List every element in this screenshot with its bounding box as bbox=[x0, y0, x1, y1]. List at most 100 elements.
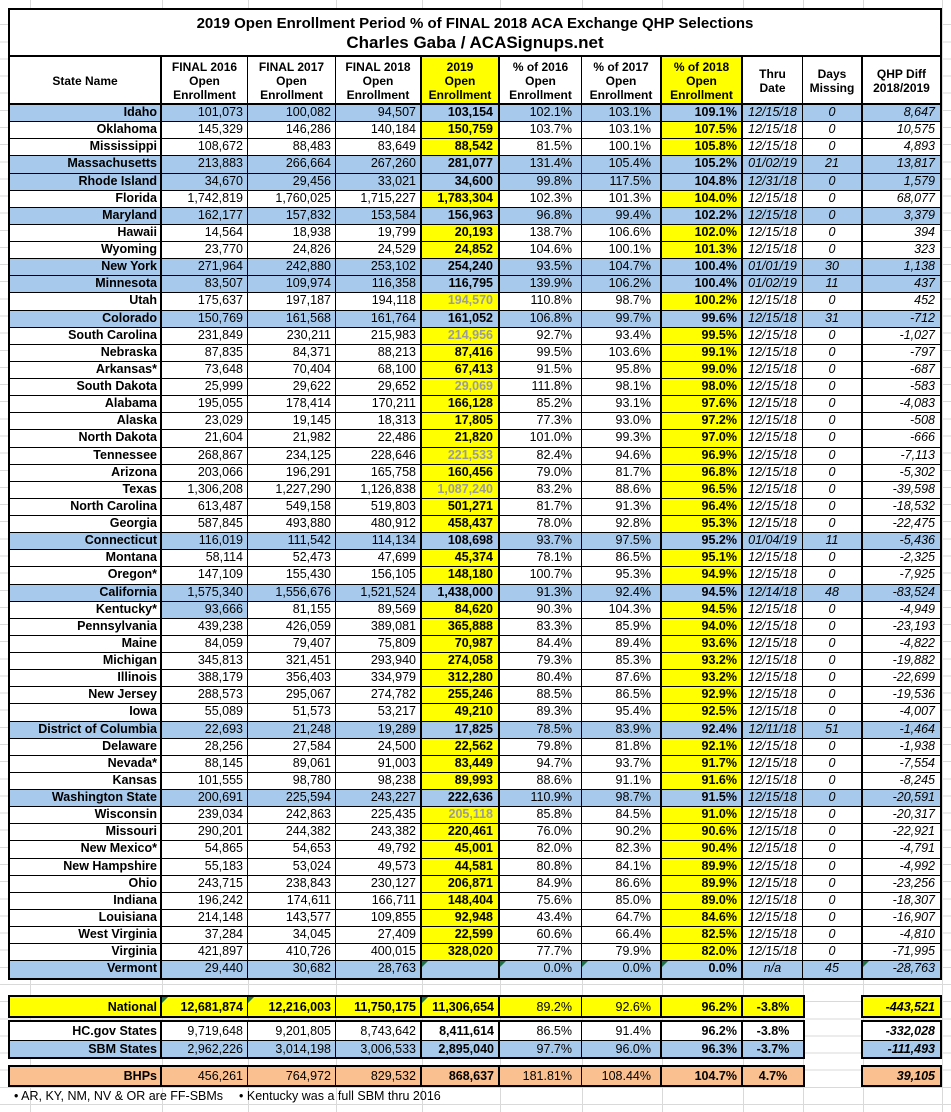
cell-pct-2017[interactable]: 64.7% bbox=[582, 909, 662, 927]
cell-final-2018[interactable]: 91,003 bbox=[336, 755, 422, 773]
cell-final-2018[interactable]: 49,573 bbox=[336, 858, 422, 876]
cell-days-missing[interactable]: 45 bbox=[803, 961, 863, 979]
cell-thru-date[interactable]: 12/15/18 bbox=[743, 618, 803, 636]
cell-days-missing[interactable]: 0 bbox=[803, 738, 863, 756]
cell-qhp-diff[interactable]: 452 bbox=[863, 293, 940, 311]
cell-pct-2018[interactable]: 98.0% bbox=[662, 379, 743, 397]
cell-thru-date[interactable]: n/a bbox=[743, 961, 803, 979]
cell-qhp-diff[interactable]: -5,436 bbox=[863, 533, 940, 551]
cell-final-2016[interactable]: 23,770 bbox=[162, 242, 248, 260]
cell-final-2018[interactable]: 83,649 bbox=[336, 139, 422, 157]
cell-final-2017[interactable]: 34,045 bbox=[248, 927, 336, 945]
cell-qhp-diff[interactable]: -71,995 bbox=[863, 944, 940, 962]
cell-days-missing[interactable]: 0 bbox=[803, 807, 863, 825]
cell-2019-enrollment[interactable]: 220,461 bbox=[422, 824, 500, 842]
cell-state-name[interactable]: Kentucky* bbox=[10, 601, 162, 619]
cell-pct-2018[interactable]: 89.0% bbox=[662, 892, 743, 910]
cell-days-missing[interactable]: 0 bbox=[803, 379, 863, 397]
cell-pct-2016[interactable]: 102.3% bbox=[500, 190, 582, 208]
cell-qhp-diff[interactable]: -22,921 bbox=[863, 824, 940, 842]
cell-pct-2017[interactable]: 104.3% bbox=[582, 601, 662, 619]
cell-state-name[interactable]: Hawaii bbox=[10, 224, 162, 242]
cell-days-missing[interactable]: 0 bbox=[803, 293, 863, 311]
cell-thru-date[interactable]: 12/15/18 bbox=[743, 909, 803, 927]
cell-final-2016[interactable]: 456,261 bbox=[162, 1067, 248, 1085]
cell-qhp-diff[interactable]: -19,536 bbox=[863, 687, 940, 705]
cell-thru-date[interactable]: 12/15/18 bbox=[743, 892, 803, 910]
cell-thru-date[interactable]: 12/15/18 bbox=[743, 310, 803, 328]
cell-pct-2018[interactable]: 104.8% bbox=[662, 173, 743, 191]
cell-final-2018[interactable]: 3,006,533 bbox=[336, 1039, 422, 1057]
cell-state-name[interactable]: Indiana bbox=[10, 892, 162, 910]
cell-thru-date[interactable]: 12/15/18 bbox=[743, 327, 803, 345]
cell-2019-enrollment[interactable]: 194,570 bbox=[422, 293, 500, 311]
cell-pct-2018[interactable]: 102.0% bbox=[662, 224, 743, 242]
cell-thru-date[interactable]: 12/15/18 bbox=[743, 430, 803, 448]
cell-pct-2016[interactable]: 83.3% bbox=[500, 618, 582, 636]
cell-final-2016[interactable]: 55,183 bbox=[162, 858, 248, 876]
cell-pct-2016[interactable]: 78.0% bbox=[500, 516, 582, 534]
cell-qhp-diff[interactable]: 1,579 bbox=[863, 173, 940, 191]
cell-days-missing[interactable]: 0 bbox=[803, 481, 863, 499]
cell-final-2017[interactable]: 18,938 bbox=[248, 224, 336, 242]
cell-final-2017[interactable]: 356,403 bbox=[248, 670, 336, 688]
cell-thru-date[interactable]: 12/15/18 bbox=[743, 122, 803, 140]
cell-thru-date[interactable]: 12/11/18 bbox=[743, 721, 803, 739]
cell-state-name[interactable]: Colorado bbox=[10, 310, 162, 328]
cell-pct-2018[interactable]: 104.7% bbox=[662, 1067, 743, 1085]
cell-pct-2016[interactable]: 181.81% bbox=[500, 1067, 582, 1085]
cell-qhp-diff[interactable]: -22,475 bbox=[863, 516, 940, 534]
cell-final-2016[interactable]: 29,440 bbox=[162, 961, 248, 979]
cell-2019-enrollment[interactable]: 108,698 bbox=[422, 533, 500, 551]
cell-qhp-diff[interactable]: -443,521 bbox=[863, 997, 940, 1016]
cell-pct-2017[interactable]: 91.3% bbox=[582, 498, 662, 516]
cell-pct-2018[interactable]: 102.2% bbox=[662, 207, 743, 225]
cell-qhp-diff[interactable]: -20,317 bbox=[863, 807, 940, 825]
cell-qhp-diff[interactable]: 323 bbox=[863, 242, 940, 260]
cell-qhp-diff[interactable]: 3,379 bbox=[863, 207, 940, 225]
cell-qhp-diff[interactable]: 8,647 bbox=[863, 105, 940, 123]
cell-thru-date[interactable]: 12/15/18 bbox=[743, 790, 803, 808]
cell-final-2018[interactable]: 274,782 bbox=[336, 687, 422, 705]
cell-final-2017[interactable]: 51,573 bbox=[248, 704, 336, 722]
cell-qhp-diff[interactable]: -797 bbox=[863, 344, 940, 362]
cell-pct-2018[interactable]: 96.5% bbox=[662, 481, 743, 499]
cell-days-missing[interactable]: 0 bbox=[803, 824, 863, 842]
cell-days-missing[interactable]: 31 bbox=[803, 310, 863, 328]
cell-thru-date[interactable]: 01/02/19 bbox=[743, 276, 803, 294]
cell-final-2017[interactable]: 197,187 bbox=[248, 293, 336, 311]
cell-final-2017[interactable]: 174,611 bbox=[248, 892, 336, 910]
cell-state-name[interactable]: Maine bbox=[10, 635, 162, 653]
cell-pct-2018[interactable]: 96.2% bbox=[662, 997, 743, 1016]
cell-state-name[interactable]: Alabama bbox=[10, 396, 162, 414]
cell-pct-2016[interactable]: 91.5% bbox=[500, 361, 582, 379]
cell-final-2016[interactable]: 439,238 bbox=[162, 618, 248, 636]
cell-pct-2017[interactable]: 66.4% bbox=[582, 927, 662, 945]
cell-final-2016[interactable]: 268,867 bbox=[162, 447, 248, 465]
cell-final-2018[interactable]: 194,118 bbox=[336, 293, 422, 311]
cell-qhp-diff[interactable]: -23,256 bbox=[863, 875, 940, 893]
cell-thru-date[interactable]: 12/15/18 bbox=[743, 738, 803, 756]
cell-days-missing[interactable]: 0 bbox=[803, 105, 863, 123]
cell-days-missing[interactable]: 0 bbox=[803, 567, 863, 585]
cell-pct-2018[interactable]: 105.2% bbox=[662, 156, 743, 174]
cell-2019-enrollment[interactable]: 2,895,040 bbox=[422, 1039, 500, 1057]
cell-pct-2016[interactable]: 111.8% bbox=[500, 379, 582, 397]
cell-thru-date[interactable]: 12/15/18 bbox=[743, 635, 803, 653]
cell-pct-2016[interactable]: 78.1% bbox=[500, 550, 582, 568]
cell-final-2017[interactable]: 12,216,003 bbox=[248, 997, 336, 1016]
cell-thru-date[interactable]: 12/15/18 bbox=[743, 516, 803, 534]
cell-final-2017[interactable]: 225,594 bbox=[248, 790, 336, 808]
cell-thru-date[interactable]: 12/15/18 bbox=[743, 139, 803, 157]
cell-pct-2016[interactable]: 100.7% bbox=[500, 567, 582, 585]
cell-pct-2016[interactable]: 139.9% bbox=[500, 276, 582, 294]
cell-pct-2016[interactable]: 76.0% bbox=[500, 824, 582, 842]
cell-final-2016[interactable]: 25,999 bbox=[162, 379, 248, 397]
cell-pct-2017[interactable]: 91.1% bbox=[582, 772, 662, 790]
cell-pct-2018[interactable]: 99.1% bbox=[662, 344, 743, 362]
cell-thru-date[interactable]: 12/15/18 bbox=[743, 824, 803, 842]
cell-final-2016[interactable]: 88,145 bbox=[162, 755, 248, 773]
cell-pct-2017[interactable]: 88.6% bbox=[582, 481, 662, 499]
cell-pct-2016[interactable]: 110.8% bbox=[500, 293, 582, 311]
cell-pct-2016[interactable]: 77.7% bbox=[500, 944, 582, 962]
